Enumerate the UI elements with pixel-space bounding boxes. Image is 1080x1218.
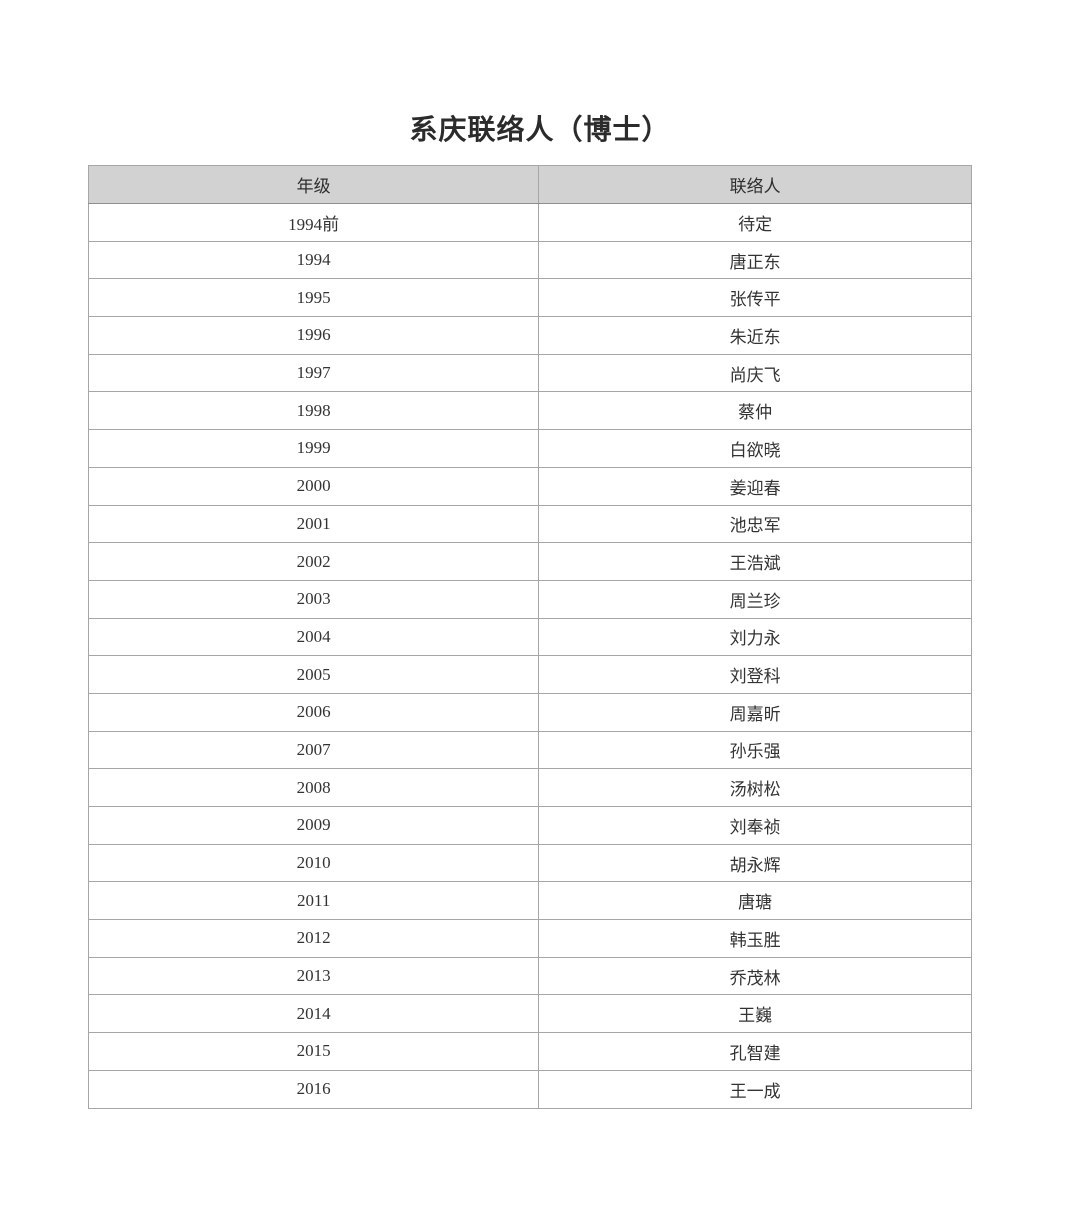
- contact-cell: 汤树松: [538, 768, 972, 807]
- contact-cell: 孙乐强: [538, 730, 972, 770]
- table-header-row: 年级 联络人: [87, 165, 972, 204]
- grade-cell: 2006: [87, 692, 540, 732]
- grade-cell: 2002: [87, 542, 540, 581]
- table-row: 1994前 待定: [87, 203, 972, 242]
- grade-cell: 2015: [87, 1032, 540, 1071]
- grade-cell: 1994: [87, 240, 540, 280]
- table-row: 2011 唐瑭: [87, 881, 972, 921]
- contact-cell: 白欲晓: [538, 429, 972, 468]
- contact-cell: 韩玉胜: [538, 919, 972, 958]
- table-row: 2001 池忠军: [87, 504, 972, 544]
- column-header-grade: 年级: [87, 165, 540, 204]
- page-title: 系庆联络人（博士）: [409, 115, 671, 146]
- grade-cell: 2001: [87, 504, 540, 544]
- grade-cell: 2005: [87, 655, 540, 694]
- grade-cell: 1995: [87, 278, 540, 318]
- table-row: 2005 刘登科: [87, 655, 972, 694]
- contact-cell: 朱近东: [538, 316, 972, 355]
- table-row: 1996 朱近东: [87, 316, 972, 355]
- grade-cell: 2008: [87, 768, 540, 807]
- table-row: 1998 蔡仲: [87, 391, 972, 431]
- table-row: 2003 周兰珍: [87, 579, 972, 619]
- table-row: 2007 孙乐强: [87, 730, 972, 770]
- contact-cell: 王巍: [538, 994, 972, 1034]
- grade-cell: 2003: [87, 579, 540, 619]
- contact-cell: 张传平: [538, 278, 972, 318]
- contact-cell: 池忠军: [538, 504, 972, 544]
- grade-cell: 2011: [87, 881, 540, 921]
- contact-cell: 唐瑭: [538, 881, 972, 921]
- table-row: 2000 姜迎春: [87, 466, 972, 506]
- grade-cell: 2010: [87, 843, 540, 883]
- table-row: 2014 王巍: [87, 994, 972, 1034]
- contact-cell: 周嘉昕: [538, 692, 972, 732]
- grade-cell: 1997: [87, 353, 540, 393]
- table-row: 2008 汤树松: [87, 768, 972, 807]
- contact-cell: 王一成: [538, 1069, 972, 1109]
- contact-cell: 刘力永: [538, 617, 972, 657]
- table-row: 2006 周嘉昕: [87, 692, 972, 732]
- grade-cell: 2009: [87, 806, 540, 845]
- grade-cell: 1998: [87, 391, 540, 431]
- contact-cell: 刘登科: [538, 655, 972, 694]
- table-row: 2004 刘力永: [87, 617, 972, 657]
- contact-cell: 尚庆飞: [538, 353, 972, 393]
- contact-cell: 刘奉祯: [538, 806, 972, 845]
- grade-cell: 1994前: [87, 203, 540, 242]
- table-row: 2013 乔茂林: [87, 956, 972, 996]
- grade-cell: 2000: [87, 466, 540, 506]
- grade-cell: 1999: [87, 429, 540, 468]
- table-row: 1994 唐正东: [87, 240, 972, 280]
- contact-cell: 胡永辉: [538, 843, 972, 883]
- grade-cell: 2016: [87, 1069, 540, 1109]
- table-row: 1995 张传平: [87, 278, 972, 318]
- table-row: 2012 韩玉胜: [87, 919, 972, 958]
- contact-cell: 孔智建: [538, 1032, 972, 1071]
- grade-cell: 2004: [87, 617, 540, 657]
- grade-cell: 2014: [87, 994, 540, 1034]
- table-row: 2010 胡永辉: [87, 843, 972, 883]
- contact-cell: 乔茂林: [538, 956, 972, 996]
- contact-cell: 唐正东: [538, 240, 972, 280]
- table-row: 2016 王一成: [87, 1069, 972, 1109]
- grade-cell: 2013: [87, 956, 540, 996]
- contact-cell: 待定: [538, 203, 972, 242]
- table-row: 1997 尚庆飞: [87, 353, 972, 393]
- grade-cell: 2012: [87, 919, 540, 958]
- anniversary-contacts-table: 年级 联络人 1994前 待定 1994 唐正东 1995 张传平 1996 朱近东 1997 尚…: [87, 165, 972, 1109]
- grade-cell: 1996: [87, 316, 540, 355]
- table-body: 1994前 待定 1994 唐正东 1995 张传平 1996 朱近东 1997 尚庆飞 1998 蔡…: [87, 203, 972, 1109]
- column-header-contact: 联络人: [538, 165, 972, 204]
- grade-cell: 2007: [87, 730, 540, 770]
- contact-cell: 周兰珍: [538, 579, 972, 619]
- table-row: 1999 白欲晓: [87, 429, 972, 468]
- contact-cell: 蔡仲: [538, 391, 972, 431]
- table-row: 2002 王浩斌: [87, 542, 972, 581]
- table-row: 2015 孔智建: [87, 1032, 972, 1071]
- table-row: 2009 刘奉祯: [87, 806, 972, 845]
- contact-cell: 姜迎春: [538, 466, 972, 506]
- contact-cell: 王浩斌: [538, 542, 972, 581]
